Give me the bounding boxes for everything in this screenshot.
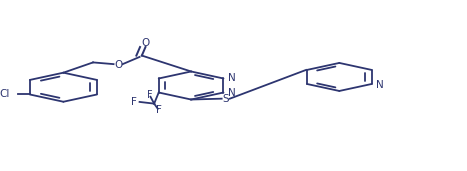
Text: S: S: [222, 94, 229, 104]
Text: F: F: [147, 90, 152, 100]
Text: O: O: [142, 38, 150, 48]
Text: O: O: [114, 60, 122, 70]
Text: F: F: [131, 97, 136, 107]
Text: N: N: [228, 88, 235, 98]
Text: F: F: [156, 105, 162, 115]
Text: N: N: [376, 80, 384, 90]
Text: N: N: [228, 74, 235, 83]
Text: Cl: Cl: [0, 89, 10, 100]
